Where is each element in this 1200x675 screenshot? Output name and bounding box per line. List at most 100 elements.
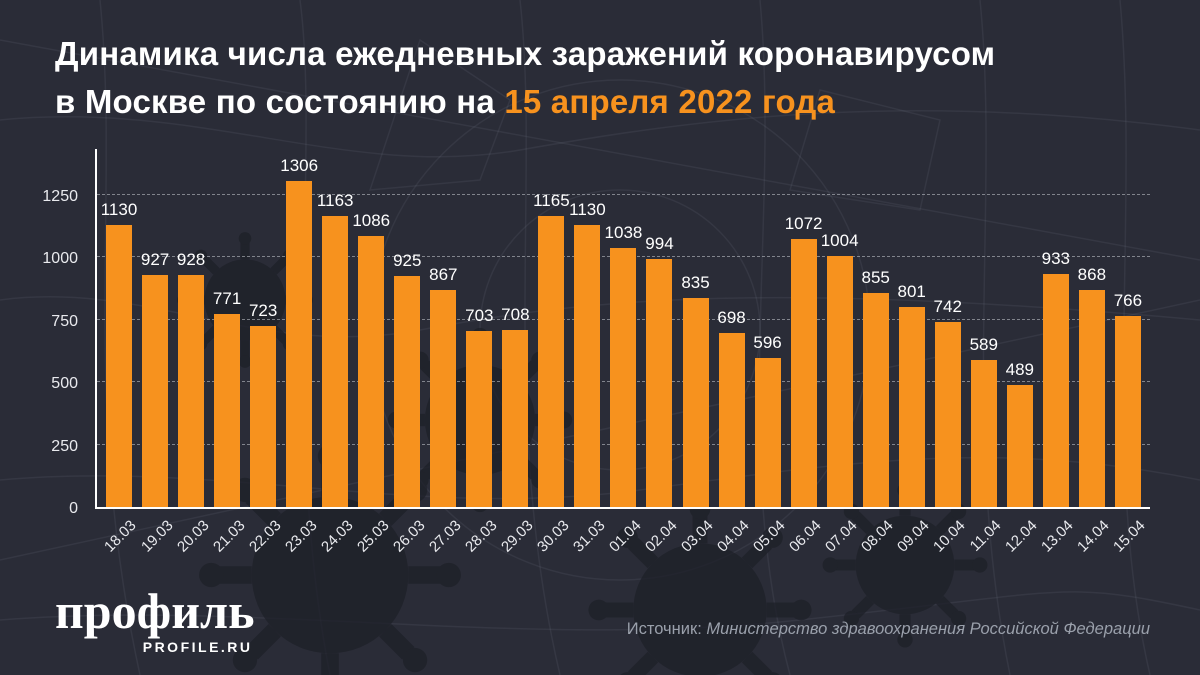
page-title: Динамика числа ежедневных заражений коро… <box>55 30 995 126</box>
value-label-06.04: 1072 <box>784 214 823 233</box>
bars-row: 1130 18.03 927 19.03 928 20.03 771 21.03 723 22.0… <box>97 149 1150 556</box>
bar-28.03: 703 <box>465 306 494 507</box>
value-label-31.03: 1130 <box>569 199 606 219</box>
bar-09.04: 801 <box>898 282 926 507</box>
logo-url: PROFILE.RU <box>142 639 253 655</box>
value-label-15.04: 766 <box>1113 290 1143 310</box>
value-label-10.04: 742 <box>933 296 962 316</box>
title-line-1: Динамика числа ежедневных заражений коро… <box>55 35 996 72</box>
title-line-2-prefix: в Москве по состоянию на <box>55 82 505 120</box>
gridline-1250 <box>97 193 1150 195</box>
bar-slot-07.04: 1004 07.04 <box>821 149 861 556</box>
bar-06.04: 1072 <box>785 214 823 507</box>
bar-14.04: 868 <box>1078 265 1106 507</box>
value-label-11.04: 589 <box>969 334 998 354</box>
bar-chart-plot-area: 1130 18.03 927 19.03 928 20.03 771 21.03 723 22.0… <box>95 149 1150 556</box>
bar-slot-15.04: 766 15.04 <box>1110 149 1149 556</box>
bar-slot-26.03: 925 26.03 <box>389 149 429 556</box>
bar-23.03: 1306 <box>280 156 318 507</box>
value-label-24.03: 1163 <box>316 191 354 211</box>
source-attribution: Источник: Министерство здравоохранения Р… <box>627 620 1150 639</box>
value-label-03.04: 835 <box>681 273 710 293</box>
bar-05.04: 596 <box>753 333 782 507</box>
bar-slot-25.03: 1086 25.03 <box>352 149 392 556</box>
value-label-09.04: 801 <box>897 281 926 301</box>
bar-slot-01.04: 1038 01.04 <box>605 149 645 556</box>
source-prefix: Источник: <box>626 620 707 638</box>
bar-08.04: 855 <box>861 268 890 507</box>
bar-slot-27.03: 867 27.03 <box>425 149 465 555</box>
bar-slot-12.04: 489 12.04 <box>1002 149 1041 556</box>
bar-slot-30.03: 1165 30.03 <box>533 149 572 556</box>
bar-slot-19.03: 927 19.03 <box>137 149 176 555</box>
bar-slot-02.04: 994 02.04 <box>641 149 681 556</box>
bar-27.03: 867 <box>429 265 457 507</box>
bar-slot-10.04: 742 10.04 <box>930 149 969 556</box>
bar-30.03: 1165 <box>533 191 570 507</box>
bar-24.03: 1163 <box>317 191 353 507</box>
bar-25.03: 1086 <box>352 211 390 507</box>
y-tick-label-250: 250 <box>51 437 78 455</box>
bar-slot-18.03: 1130 18.03 <box>101 149 140 556</box>
bar-slot-28.03: 703 28.03 <box>461 149 501 555</box>
value-label-21.03: 771 <box>212 289 242 309</box>
bar-slot-05.04: 596 05.04 <box>750 149 789 556</box>
bar-slot-09.04: 801 09.04 <box>894 149 933 556</box>
value-label-07.04: 1004 <box>820 231 859 250</box>
bar-15.04: 766 <box>1114 291 1142 507</box>
bar-20.03: 928 <box>177 250 205 507</box>
value-label-25.03: 1086 <box>352 210 391 230</box>
y-tick-label-750: 750 <box>51 312 78 330</box>
bar-slot-13.04: 933 13.04 <box>1038 149 1077 556</box>
bar-03.04: 835 <box>681 273 710 507</box>
profile-logo: профиль PROFILE.RU <box>55 586 255 655</box>
bar-18.03: 1130 <box>101 200 137 507</box>
value-label-22.03: 723 <box>248 301 278 321</box>
bar-slot-14.04: 868 14.04 <box>1074 149 1113 556</box>
value-label-12.04: 489 <box>1005 359 1034 379</box>
bar-slot-11.04: 589 11.04 <box>966 149 1005 555</box>
bar-21.03: 771 <box>213 289 241 507</box>
bar-slot-03.04: 835 03.04 <box>678 149 717 555</box>
bar-04.04: 698 <box>717 308 746 507</box>
bar-12.04: 489 <box>1006 360 1034 507</box>
bar-slot-24.03: 1163 24.03 <box>317 149 356 555</box>
value-label-29.03: 708 <box>501 305 530 324</box>
title-line-2: в Москве по состоянию на 15 апреля 2022 … <box>55 78 995 126</box>
bar-slot-21.03: 771 21.03 <box>209 149 249 555</box>
logo-wordmark: профиль <box>55 583 255 639</box>
bar-31.03: 1130 <box>569 200 606 507</box>
bar-slot-08.04: 855 08.04 <box>858 149 897 555</box>
value-label-02.04: 994 <box>645 233 674 253</box>
y-tick-label-500: 500 <box>51 375 78 392</box>
value-label-08.04: 855 <box>861 268 890 288</box>
bar-07.04: 1004 <box>821 231 859 507</box>
bar-slot-20.03: 928 20.03 <box>173 149 213 556</box>
bar-01.04: 1038 <box>605 223 642 507</box>
value-label-20.03: 928 <box>176 250 206 269</box>
value-label-13.04: 933 <box>1041 248 1071 268</box>
value-label-04.04: 698 <box>717 307 746 327</box>
bar-22.03: 723 <box>249 301 277 507</box>
y-tick-label-0: 0 <box>69 500 78 517</box>
bar-slot-29.03: 708 29.03 <box>497 149 537 556</box>
value-label-14.04: 868 <box>1077 265 1107 284</box>
bar-29.03: 708 <box>501 305 530 507</box>
bar-13.04: 933 <box>1042 249 1070 507</box>
source-name: Министерство здравоохранения Российской … <box>706 620 1150 638</box>
bar-slot-31.03: 1130 31.03 <box>569 149 608 556</box>
bar-19.03: 927 <box>141 250 169 507</box>
value-label-27.03: 867 <box>429 265 458 285</box>
y-tick-label-1250: 1250 <box>42 187 78 205</box>
bar-02.04: 994 <box>645 234 674 507</box>
bar-slot-04.04: 698 04.04 <box>714 149 753 556</box>
title-date-highlight: 15 апреля 2022 года <box>504 82 836 120</box>
y-axis-tick-labels: 0 250 500 750 1000 1250 <box>30 149 88 518</box>
value-label-05.04: 596 <box>753 333 782 352</box>
value-label-23.03: 1306 <box>280 155 319 175</box>
value-label-26.03: 925 <box>393 250 422 270</box>
bar-11.04: 589 <box>970 335 998 507</box>
bar-10.04: 742 <box>934 297 962 507</box>
value-label-28.03: 703 <box>465 306 494 326</box>
